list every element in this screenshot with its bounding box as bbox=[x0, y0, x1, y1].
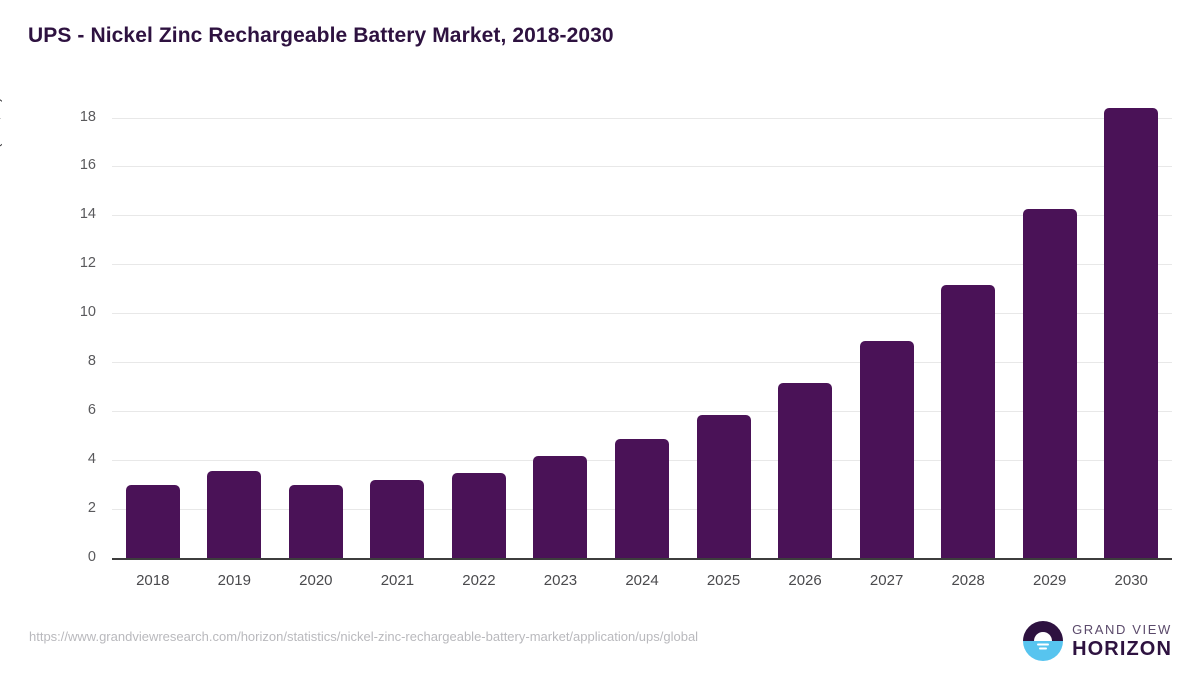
x-axis-tick-label: 2027 bbox=[869, 572, 904, 589]
x-axis-tick-label: 2020 bbox=[299, 572, 333, 589]
bar[interactable] bbox=[1022, 209, 1077, 558]
logo-text-grand-view: GRAND VIEW bbox=[1072, 622, 1172, 637]
horizon-logo-icon bbox=[1023, 621, 1064, 661]
x-axis-tick-label: 2022 bbox=[462, 572, 496, 589]
bar[interactable] bbox=[778, 383, 833, 558]
y-axis-tick-label: 8 bbox=[87, 353, 96, 370]
bar[interactable] bbox=[125, 485, 180, 558]
y-axis-tick-label: 18 bbox=[79, 108, 96, 125]
x-axis-line bbox=[112, 558, 1172, 560]
bar[interactable] bbox=[451, 473, 506, 558]
x-axis-tick-label: 2018 bbox=[136, 572, 170, 589]
bar[interactable] bbox=[207, 470, 262, 558]
gridline bbox=[112, 362, 1172, 364]
x-axis-tick-label: 2019 bbox=[217, 572, 251, 589]
bar[interactable] bbox=[370, 479, 425, 558]
gridline bbox=[112, 166, 1172, 168]
y-axis-tick-label: 4 bbox=[87, 451, 96, 468]
y-axis-tick-label: 12 bbox=[79, 255, 96, 272]
y-axis-tick-label: 16 bbox=[79, 157, 96, 174]
x-axis-tick-label: 2024 bbox=[625, 572, 659, 589]
bar[interactable] bbox=[859, 341, 914, 558]
y-axis-tick-label: 6 bbox=[87, 402, 96, 419]
y-axis-tick-label: 14 bbox=[79, 206, 96, 223]
x-axis-tick-label: 2023 bbox=[543, 572, 578, 589]
x-axis-tick-label: 2028 bbox=[951, 572, 985, 589]
logo-wordmark: GRAND VIEW HORIZON bbox=[1072, 623, 1172, 659]
y-axis-title: Market Size (US$M) bbox=[0, 96, 3, 232]
brand-logo: GRAND VIEW HORIZON bbox=[1023, 619, 1172, 663]
gridline bbox=[112, 264, 1172, 266]
y-axis-tick-label: 2 bbox=[87, 500, 96, 517]
x-axis-tick-label: 2029 bbox=[1033, 572, 1067, 589]
logo-text-horizon: HORIZON bbox=[1072, 638, 1172, 660]
bar[interactable] bbox=[533, 455, 588, 558]
gridline bbox=[112, 117, 1172, 119]
x-axis-tick-label: 2026 bbox=[788, 572, 822, 589]
bar[interactable] bbox=[696, 414, 751, 558]
y-axis-tick-label: 0 bbox=[87, 549, 96, 565]
page-title: UPS - Nickel Zinc Rechargeable Battery M… bbox=[28, 24, 614, 47]
gridline bbox=[112, 215, 1172, 217]
x-axis-tick-label: 2025 bbox=[706, 572, 741, 589]
gridline bbox=[112, 411, 1172, 413]
bar[interactable] bbox=[615, 438, 669, 558]
gridline bbox=[112, 313, 1172, 315]
bar[interactable] bbox=[941, 285, 996, 558]
source-url[interactable]: https://www.grandviewresearch.com/horizo… bbox=[29, 629, 699, 644]
y-axis-tick-label: 10 bbox=[79, 304, 96, 321]
x-axis-tick-label: 2021 bbox=[380, 572, 415, 589]
plot-area bbox=[112, 107, 1172, 559]
bar[interactable] bbox=[1104, 107, 1159, 558]
bar[interactable] bbox=[288, 485, 343, 558]
x-axis-tick-label: 2030 bbox=[1114, 572, 1148, 589]
